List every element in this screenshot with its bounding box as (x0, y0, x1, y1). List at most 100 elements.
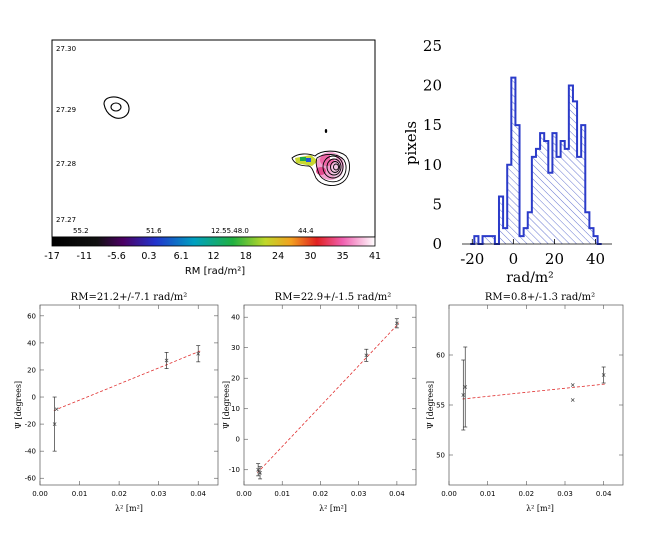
scatter-ylabel: Ψ [degrees] (14, 381, 23, 429)
data-point (601, 373, 606, 377)
y-tick-label: 55 (436, 402, 445, 410)
x-tick-label: 0.02 (519, 490, 535, 498)
map-frame (51, 39, 376, 238)
histogram-bar (560, 141, 565, 244)
histogram-x-tick-label: 40 (586, 250, 605, 268)
histogram-bar (556, 156, 561, 244)
histogram-bar (527, 212, 532, 244)
data-point (463, 385, 468, 389)
data-point (164, 358, 169, 363)
histogram-y-tick-label: 10 (423, 156, 442, 174)
histogram-bar (503, 228, 508, 244)
y-tick-label: -20 (25, 421, 36, 429)
histogram-bar (519, 236, 524, 244)
y-tick-label: 30 (231, 344, 240, 352)
x-tick-label: 0.00 (441, 490, 457, 498)
x-tick-label: 0.01 (480, 490, 496, 498)
histogram-x-tick-label: 20 (545, 250, 564, 268)
y-tick-label: 0 (236, 436, 240, 444)
y-tick-label: -10 (229, 466, 240, 474)
source-contours-right (291, 150, 350, 186)
map-dec-ticks: 27.30 27.29 27.28 27.27 (56, 45, 76, 224)
contour-line (291, 150, 350, 186)
colorbar-tick-label: 0.3 (141, 251, 156, 262)
scatter-panel-3: RM=0.8+/-1.3 rad/m² Ψ [degrees] λ² [m²] … (426, 292, 624, 513)
histogram-bar (564, 148, 569, 244)
ra-tick-label: 44.4 (298, 227, 314, 235)
colorbar-tick-label: 35 (337, 251, 349, 262)
dec-tick-label: 27.28 (56, 160, 76, 168)
plot-frame (243, 304, 417, 486)
histogram-bar (482, 236, 495, 244)
plot-frame (39, 304, 219, 486)
histogram-bar (568, 85, 573, 245)
ra-tick-label: 55.2 (73, 227, 89, 235)
fit-line (462, 383, 606, 400)
histogram-y-tick-label: 5 (432, 195, 442, 213)
y-tick-label: 60 (27, 312, 36, 320)
x-tick-label: 0.04 (389, 490, 405, 498)
data-point (256, 467, 260, 472)
histogram-bar (511, 77, 516, 244)
data-point (52, 422, 57, 426)
source-contours-left (103, 96, 130, 119)
scatter-xlabel: λ² [m²] (115, 504, 143, 513)
data-point (54, 407, 59, 412)
histogram-bar (585, 212, 590, 244)
rm-map-panel: 27.30 27.29 27.28 27.27 55.2 51.6 12.55.… (44, 39, 381, 277)
scatter-ylabel: Ψ [degrees] (222, 381, 231, 429)
histogram-bar (507, 164, 512, 244)
colorbar (51, 236, 376, 247)
data-point (196, 351, 201, 356)
histogram-bar (581, 125, 586, 244)
histogram-bar (535, 148, 541, 244)
data-point (570, 383, 575, 387)
histogram-y-tick-label: 15 (423, 116, 442, 134)
y-tick-label: -40 (25, 448, 36, 456)
contour-line (103, 96, 130, 119)
contour-line (322, 155, 344, 179)
dec-tick-label: 27.30 (56, 45, 76, 53)
histogram-outline (470, 76, 602, 245)
x-tick-label: 0.02 (111, 490, 127, 498)
contour-line (326, 158, 342, 176)
colorbar-tick-label: 24 (272, 251, 284, 262)
scatter-xlabel: λ² [m²] (319, 504, 347, 513)
histogram-x-tick-label: 0 (509, 250, 519, 268)
histogram-ylabel: pixels (402, 121, 420, 165)
fit-line (257, 323, 400, 474)
ra-tick-label: 12.55.48.0 (211, 227, 249, 235)
histogram-xlabel: rad/m² (506, 270, 554, 286)
x-tick-label: 0.00 (32, 490, 48, 498)
x-tick-label: 0.03 (557, 490, 573, 498)
scatter-ylabel: Ψ [degrees] (426, 381, 435, 429)
y-tick-label: 0 (32, 394, 36, 402)
x-tick-label: 0.04 (596, 490, 612, 498)
rm-pixel-region (330, 154, 336, 159)
x-tick-label: 0.03 (351, 490, 367, 498)
histogram-bar (540, 133, 545, 244)
histogram-bar (544, 141, 549, 244)
histogram-bar (548, 172, 553, 244)
y-tick-label: 60 (436, 352, 445, 360)
x-tick-label: 0.03 (151, 490, 167, 498)
histogram-axes: -20 0 20 40 0 5 10 15 20 25 (423, 37, 612, 268)
data-point (258, 470, 262, 475)
colorbar-tick-label: 6.1 (174, 251, 189, 262)
contour-line (315, 154, 347, 183)
dec-tick-label: 27.27 (56, 216, 76, 224)
histogram-bar (515, 125, 520, 244)
histogram-bar (552, 133, 557, 244)
histogram-y-tick-label: 25 (423, 37, 442, 55)
y-tick-label: -60 (25, 475, 36, 483)
x-tick-label: 0.02 (313, 490, 329, 498)
y-tick-label: 20 (27, 366, 36, 374)
y-tick-label: 20 (231, 375, 240, 383)
colorbar-tick-label: 30 (304, 251, 316, 262)
scatter-title: RM=0.8+/-1.3 rad/m² (485, 292, 595, 303)
colorbar-tick-label: -17 (44, 251, 60, 262)
colorbar-tick-label: 41 (369, 251, 381, 262)
histogram-bar (523, 228, 528, 244)
colorbar-tick-label: -5.6 (107, 251, 126, 262)
